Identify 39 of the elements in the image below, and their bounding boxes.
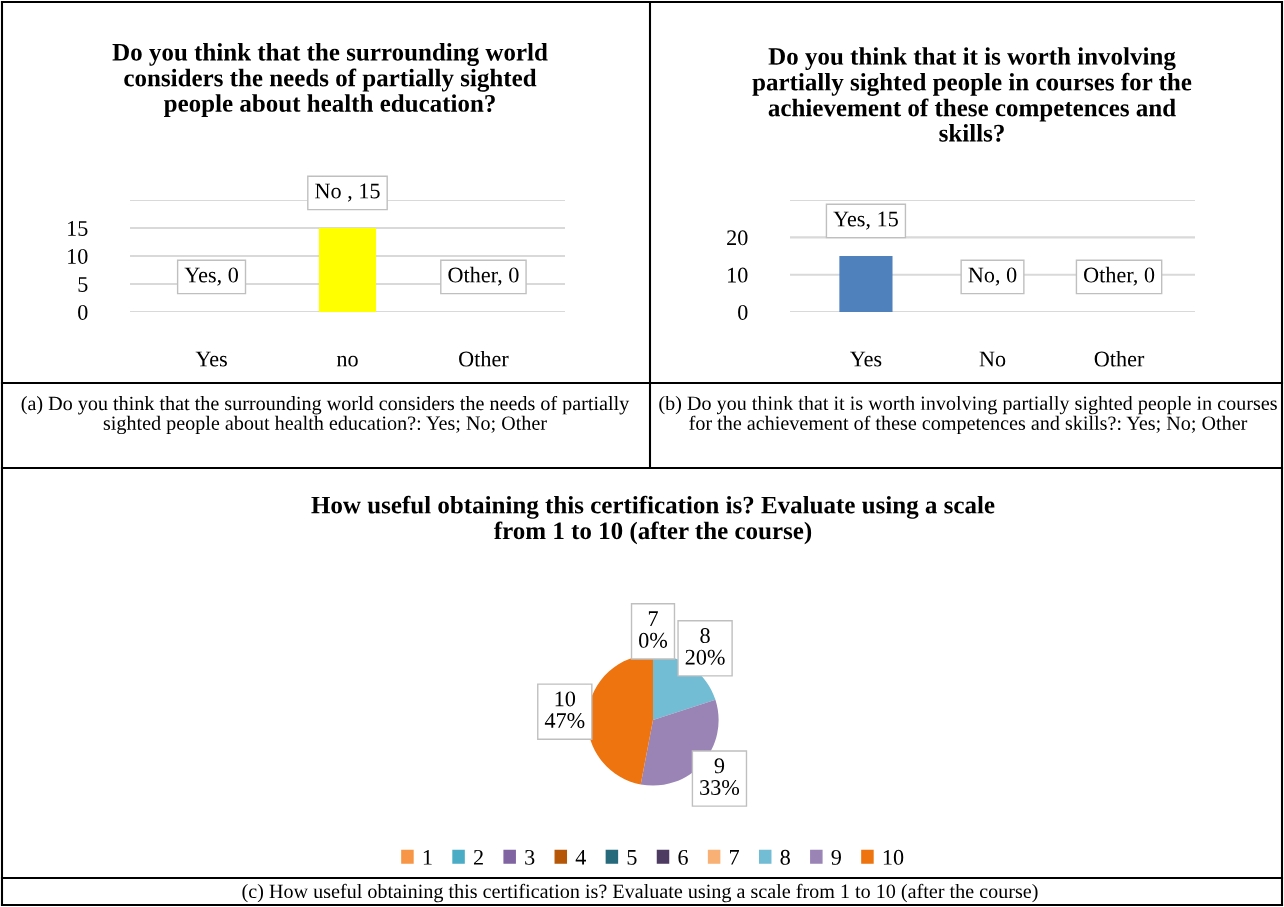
data-label: Other, 0 [1084, 266, 1155, 286]
y-tick-label: 15 [68, 221, 88, 236]
data-label: No, 0 [968, 267, 1017, 286]
legend-label: 2 [473, 849, 483, 865]
x-tick-label: No [979, 351, 1006, 367]
data-label: No , 15 [315, 183, 380, 202]
chart-title: Do you think that the surrounding world considers the needs of partially sighted people about health education? [112, 43, 548, 117]
legend-label: 10 [883, 849, 904, 865]
legend-label: 8 [780, 849, 790, 865]
x-tick-label: Other [1094, 350, 1145, 367]
data-label: 9 33% [700, 758, 740, 796]
y-tick-label: 10 [68, 248, 88, 264]
legend-label: 7 [730, 850, 740, 865]
data-label: Yes, 15 [833, 211, 898, 230]
chart-title: Do you think that it is worth involving partially sighted people in courses for the achievement of these competences and skills? [752, 47, 1192, 142]
data-label: 10 47% [544, 691, 585, 729]
legend-label: 5 [627, 850, 637, 865]
y-tick-label: 5 [78, 277, 88, 292]
legend-label: 9 [831, 849, 841, 865]
text: 7 0% [639, 611, 668, 648]
legend-label: 6 [678, 849, 688, 865]
y-tick-label: 0 [78, 304, 88, 320]
y-tick-label: 0 [738, 304, 748, 320]
data-label: Other, 0 [448, 266, 519, 286]
legend-label: 1 [423, 849, 432, 865]
y-tick-label: 20 [727, 230, 748, 246]
legend-label: 3 [525, 849, 535, 865]
y-tick-label: 10 [728, 267, 748, 283]
text: (a) Do you think that the surrounding world considers the needs of partially sighted people about health education?: Yes; No; Other [21, 395, 630, 435]
text: (b) Do you think that it is worth involving partially sighted people in courses for the achievement of these competences and skills?: Yes; No; Other [659, 395, 1277, 435]
x-tick-label: Yes [195, 351, 227, 367]
data-label: Yes, 0 [184, 267, 238, 286]
data-label: 8 20% [685, 628, 725, 665]
x-tick-label: Other [459, 350, 509, 367]
chart-title: How useful obtaining this certification is? Evaluate using a scale from 1 to 10 (after the course) [311, 495, 995, 545]
legend-label: 4 [575, 849, 586, 865]
text: (c) How useful obtaining this certification is? Evaluate using a scale from 1 to 10 (after the course) [242, 883, 1038, 903]
x-tick-label: no [336, 355, 358, 367]
x-tick-label: Yes [850, 351, 882, 367]
